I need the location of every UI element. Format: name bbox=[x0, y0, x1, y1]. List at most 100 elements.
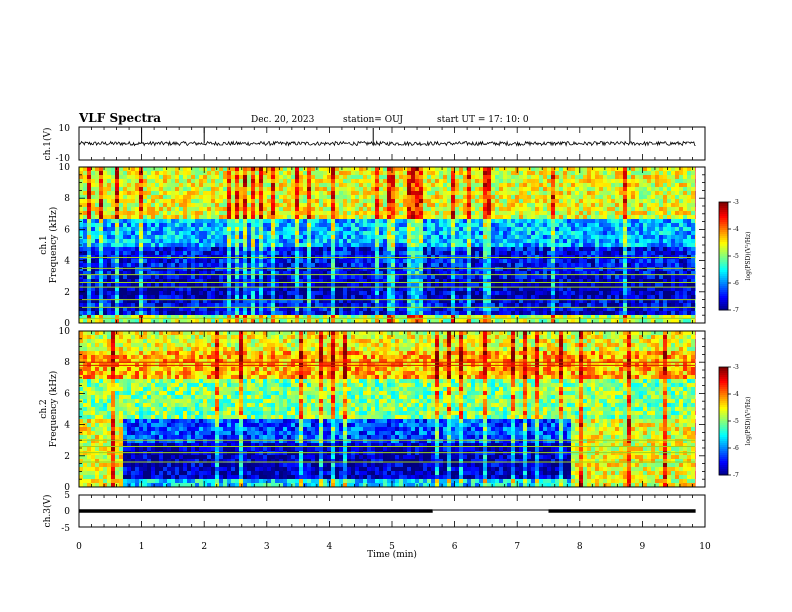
spectrogram-cell bbox=[231, 283, 236, 288]
spectrogram-cell bbox=[335, 263, 340, 268]
spectrogram-cell bbox=[231, 263, 236, 268]
spectrogram-cell bbox=[219, 247, 224, 252]
spectrogram-cell bbox=[575, 231, 580, 236]
spectrogram-cell bbox=[423, 179, 428, 184]
spectrogram-cell bbox=[439, 227, 444, 232]
spectrogram-cell bbox=[95, 179, 100, 184]
spectrogram-cell bbox=[523, 203, 528, 208]
spectrogram-cell bbox=[275, 283, 280, 288]
spectrogram-cell bbox=[427, 175, 432, 180]
spectrogram-cell bbox=[323, 187, 328, 192]
spectrogram-cell bbox=[563, 195, 568, 200]
spectrogram-cell bbox=[179, 219, 184, 224]
spectrogram-cell bbox=[695, 251, 696, 256]
spectrogram-cell bbox=[203, 243, 208, 248]
spectrogram-cell bbox=[655, 231, 660, 236]
spectrogram-cell bbox=[119, 227, 124, 232]
spectrogram-cell bbox=[503, 215, 508, 220]
spectrogram-cell bbox=[191, 283, 196, 288]
spectrogram-cell bbox=[571, 279, 576, 284]
spectrogram-cell bbox=[83, 287, 88, 292]
spectrogram-cell bbox=[439, 239, 444, 244]
spectrogram-cell bbox=[451, 191, 456, 196]
spectrogram-cell bbox=[551, 251, 556, 256]
spectrogram-cell bbox=[647, 267, 652, 272]
spectrogram-cell bbox=[259, 291, 264, 296]
spectrogram-cell bbox=[635, 175, 640, 180]
spectrogram-cell bbox=[687, 279, 692, 284]
spectrogram-cell bbox=[207, 191, 212, 196]
spectrogram-cell bbox=[247, 259, 252, 264]
spectrogram-cell bbox=[503, 267, 508, 272]
spectrogram-cell bbox=[87, 179, 92, 184]
spectrogram-cell bbox=[219, 167, 224, 172]
spectrogram-cell bbox=[283, 187, 288, 192]
spectrogram-cell bbox=[343, 215, 348, 220]
spectrogram-cell bbox=[583, 263, 588, 268]
spectrogram-cell bbox=[563, 167, 568, 172]
spectrogram-cell bbox=[531, 227, 536, 232]
spectrogram-cell bbox=[523, 267, 528, 272]
spectrogram-cell bbox=[407, 279, 412, 284]
spectrogram-cell bbox=[83, 183, 88, 188]
spectrogram-cell bbox=[339, 203, 344, 208]
spectrogram-cell bbox=[455, 267, 460, 272]
spectrogram-cell bbox=[627, 251, 632, 256]
spectrogram-cell bbox=[567, 187, 572, 192]
spectrogram-cell bbox=[579, 231, 584, 236]
spectrogram-cell bbox=[691, 191, 696, 196]
spectrogram-cell bbox=[587, 243, 592, 248]
spectrogram-cell bbox=[431, 279, 436, 284]
spectrogram-cell bbox=[411, 171, 416, 176]
spectrogram-cell bbox=[375, 235, 380, 240]
spectrogram-cell bbox=[675, 219, 680, 224]
spectrogram-cell bbox=[359, 287, 364, 292]
spectrogram-cell bbox=[595, 259, 600, 264]
spectrogram-cell bbox=[339, 167, 344, 172]
spectrogram-cell bbox=[491, 179, 496, 184]
ch1-wave-ylabel: ch.1(V) bbox=[42, 128, 53, 161]
spectrogram-cell bbox=[211, 271, 216, 276]
spectrogram-cell bbox=[235, 167, 240, 172]
spectrogram-cell bbox=[191, 175, 196, 180]
spectrogram-cell bbox=[399, 247, 404, 252]
spectrogram-cell bbox=[647, 227, 652, 232]
spectrogram-cell bbox=[287, 183, 292, 188]
spectrogram-cell bbox=[187, 211, 192, 216]
spectrogram-cell bbox=[607, 243, 612, 248]
spectrogram-cell bbox=[243, 259, 248, 264]
spectrogram-cell bbox=[427, 187, 432, 192]
spectrogram-cell bbox=[563, 283, 568, 288]
spectrogram-cell bbox=[255, 271, 260, 276]
spectrogram-cell bbox=[559, 263, 564, 268]
spectrogram-cell bbox=[307, 175, 312, 180]
spectrogram-cell bbox=[99, 175, 104, 180]
spectrogram-cell bbox=[543, 171, 548, 176]
spectrogram-cell bbox=[563, 179, 568, 184]
spectrogram-cell bbox=[103, 219, 108, 224]
spectrogram-cell bbox=[95, 279, 100, 284]
spectrogram-cell bbox=[95, 251, 100, 256]
spectrogram-cell bbox=[527, 259, 532, 264]
spectrogram-cell bbox=[631, 227, 636, 232]
spectrogram-cell bbox=[595, 247, 600, 252]
spectrogram-cell bbox=[343, 263, 348, 268]
spectrogram-cell bbox=[111, 175, 116, 180]
spectrogram-cell bbox=[311, 199, 316, 204]
spectrogram-cell bbox=[279, 183, 284, 188]
spectrogram-cell bbox=[491, 167, 496, 172]
spectrogram-cell bbox=[359, 207, 364, 212]
spectrogram-cell bbox=[499, 175, 504, 180]
spectrogram-cell bbox=[487, 199, 492, 204]
spectrogram-cell bbox=[519, 215, 524, 220]
spectrogram-cell bbox=[463, 287, 468, 292]
spectrogram-cell bbox=[159, 191, 164, 196]
spectrogram-cell bbox=[187, 267, 192, 272]
spectrogram-cell bbox=[203, 235, 208, 240]
spectrogram-cell bbox=[443, 271, 448, 276]
spectrogram-cell bbox=[103, 283, 108, 288]
spectrogram-cell bbox=[363, 231, 368, 236]
spectrogram-cell bbox=[247, 275, 252, 280]
spectrogram-cell bbox=[139, 259, 144, 264]
spectrogram-cell bbox=[631, 243, 636, 248]
